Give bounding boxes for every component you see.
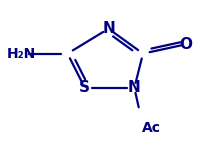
Text: H₂N: H₂N (7, 47, 36, 61)
Text: S: S (79, 80, 90, 95)
Text: Ac: Ac (142, 121, 161, 135)
Text: N: N (102, 21, 115, 36)
Text: O: O (180, 37, 193, 52)
Text: N: N (128, 80, 141, 95)
